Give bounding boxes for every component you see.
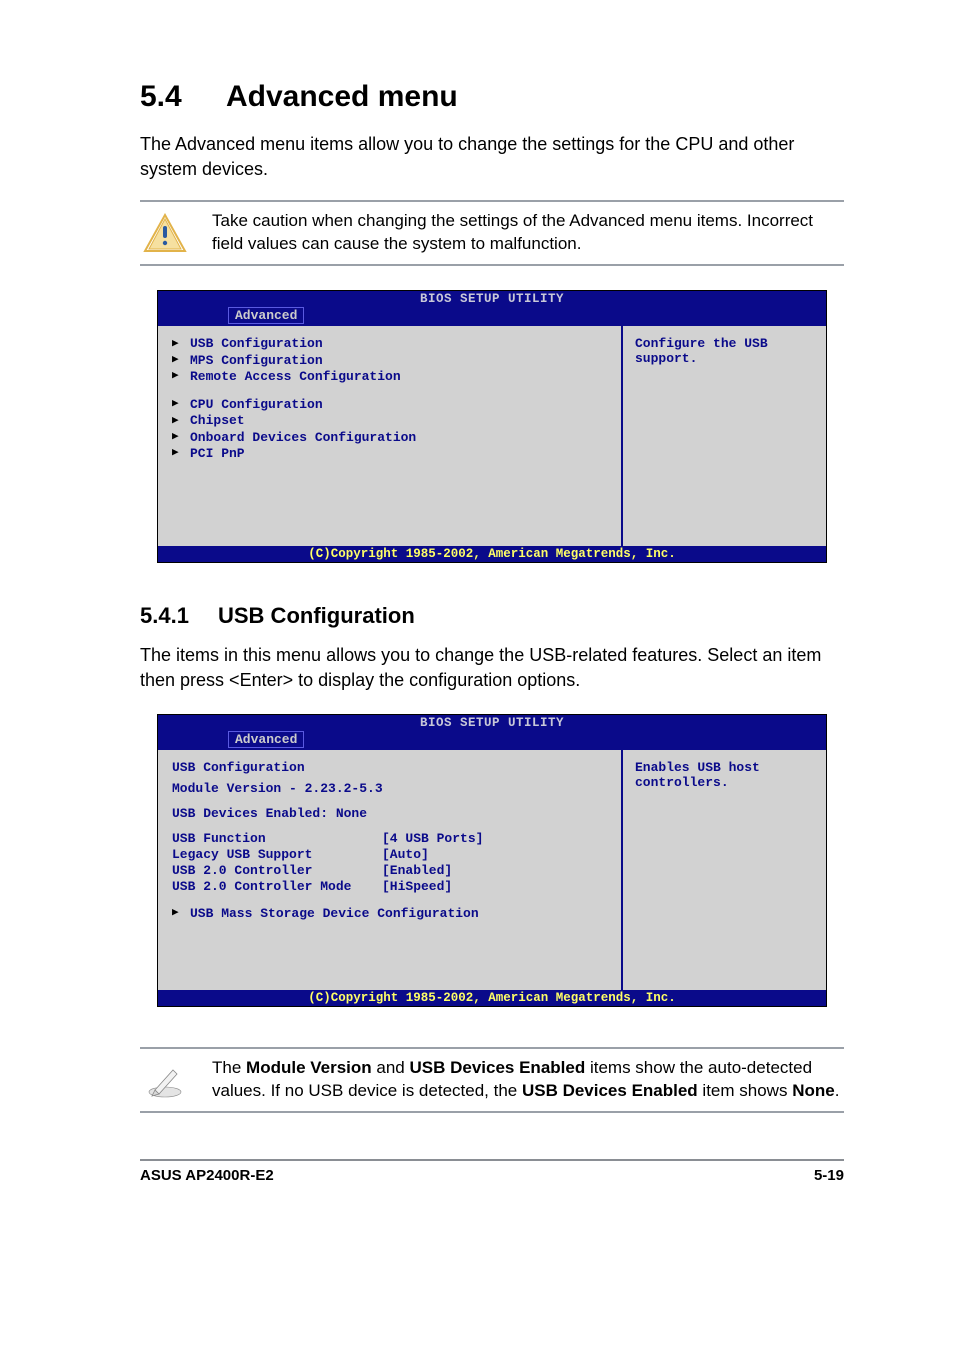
bios-menu-item: ▶ CPU Configuration [172,397,607,413]
arrow-icon: ▶ [172,370,182,384]
bios-setting-key: Legacy USB Support [172,847,382,863]
arrow-icon: ▶ [172,338,182,352]
note-segment: and [372,1058,410,1077]
caution-text: Take caution when changing the settings … [212,210,844,256]
bios-screenshot-usb: BIOS SETUP UTILITY Advanced USB Configur… [157,714,827,1007]
bios-menu-item: ▶ Onboard Devices Configuration [172,430,607,446]
bios-setting-row: USB 2.0 Controller Mode[HiSpeed] [172,879,607,895]
bios-help-text: Configure the USB support. [635,336,814,366]
note-segment: The [212,1058,246,1077]
bios-tab-advanced: Advanced [228,731,304,748]
caution-callout: Take caution when changing the settings … [140,200,844,266]
bios-menu-label: USB Mass Storage Device Configuration [190,906,479,922]
bios-menu-label: PCI PnP [190,446,245,462]
bios-copyright: (C)Copyright 1985-2002, American Megatre… [158,546,826,562]
arrow-icon: ▶ [172,398,182,412]
bios-setting-val: [4 USB Ports] [382,831,483,847]
bios-help-pane: Configure the USB support. [621,326,826,546]
arrow-icon: ▶ [172,415,182,429]
note-bold: Module Version [246,1058,372,1077]
intro-paragraph: The Advanced menu items allow you to cha… [140,132,844,182]
bios-tab-row: Advanced [158,731,826,750]
subsection-intro: The items in this menu allows you to cha… [140,643,844,693]
note-icon [140,1060,190,1100]
bios-menu-label: Remote Access Configuration [190,369,401,385]
bios-page-title: USB Configuration [172,760,305,775]
bios-menu-label: MPS Configuration [190,353,323,369]
bios-setting-key: USB Function [172,831,382,847]
bios-menu-item: ▶ PCI PnP [172,446,607,462]
bios-setting-row: Legacy USB Support[Auto] [172,847,607,863]
section-title: Advanced menu [226,80,458,113]
arrow-icon: ▶ [172,447,182,461]
bios-menu-label: Onboard Devices Configuration [190,430,416,446]
arrow-icon: ▶ [172,431,182,445]
bios-help-text: Enables USB host controllers. [635,760,814,790]
caution-icon [140,213,190,253]
bios-setting-key: USB 2.0 Controller [172,863,382,879]
bios-titlebar: BIOS SETUP UTILITY [158,291,826,307]
footer-product: ASUS AP2400R-E2 [140,1167,274,1184]
section-number: 5.4 [140,80,226,114]
note-segment: item shows [698,1081,792,1100]
bios-settings-pane: USB Configuration Module Version - 2.23.… [158,750,621,990]
bios-titlebar: BIOS SETUP UTILITY [158,715,826,731]
subsection-title: USB Configuration [218,603,415,628]
bios-menu-item: ▶ USB Configuration [172,336,607,352]
subsection-number: 5.4.1 [140,603,218,629]
bios-screenshot-advanced: BIOS SETUP UTILITY Advanced ▶ USB Configu… [157,290,827,563]
bios-menu-item: ▶ MPS Configuration [172,353,607,369]
bios-submenu-item: ▶ USB Mass Storage Device Configuration [172,906,607,922]
bios-menu-label: Chipset [190,413,245,429]
arrow-icon: ▶ [172,907,182,921]
bios-help-pane: Enables USB host controllers. [621,750,826,990]
footer-page-number: 5-19 [814,1167,844,1184]
note-segment: . [835,1081,840,1100]
bios-tab-advanced: Advanced [228,307,304,324]
bios-copyright: (C)Copyright 1985-2002, American Megatre… [158,990,826,1006]
bios-tab-row: Advanced [158,307,826,326]
bios-setting-row: USB 2.0 Controller[Enabled] [172,863,607,879]
bios-body: USB Configuration Module Version - 2.23.… [158,750,826,990]
bios-devices-enabled: USB Devices Enabled: None [172,806,607,821]
bios-menu-item: ▶ Remote Access Configuration [172,369,607,385]
note-bold: None [792,1081,835,1100]
note-bold: USB Devices Enabled [522,1081,698,1100]
bios-body: ▶ USB Configuration ▶ MPS Configuration ▶ R… [158,326,826,546]
bios-setting-val: [Enabled] [382,863,452,879]
bios-menu-label: CPU Configuration [190,397,323,413]
bios-module-version: Module Version - 2.23.2-5.3 [172,781,607,796]
arrow-icon: ▶ [172,354,182,368]
bios-menu-item: ▶ Chipset [172,413,607,429]
bios-setting-row: USB Function[4 USB Ports] [172,831,607,847]
bios-setting-val: [Auto] [382,847,429,863]
bios-setting-key: USB 2.0 Controller Mode [172,879,382,895]
bios-setting-val: [HiSpeed] [382,879,452,895]
subsection-heading: 5.4.1USB Configuration [140,603,844,629]
bios-menu-list: ▶ USB Configuration ▶ MPS Configuration ▶ R… [158,326,621,546]
section-heading: 5.4Advanced menu [140,80,844,114]
page-footer: ASUS AP2400R-E2 5-19 [140,1159,844,1184]
note-text: The Module Version and USB Devices Enabl… [212,1057,844,1103]
note-bold: USB Devices Enabled [409,1058,585,1077]
bios-menu-label: USB Configuration [190,336,323,352]
note-callout: The Module Version and USB Devices Enabl… [140,1047,844,1113]
